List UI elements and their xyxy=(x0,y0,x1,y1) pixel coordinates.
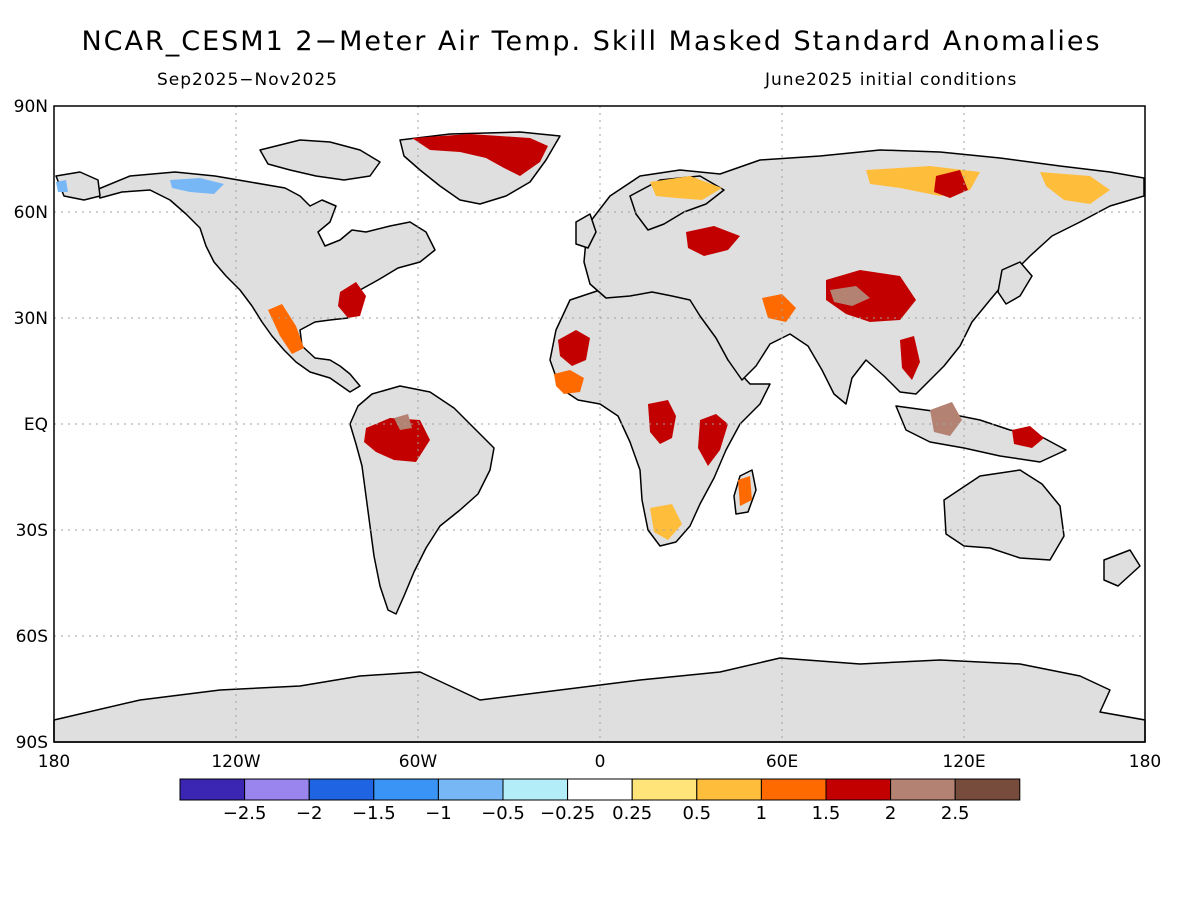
colorbar-swatch xyxy=(890,778,956,801)
anomaly-ne-siberia xyxy=(1040,172,1110,204)
map-frame xyxy=(53,105,1146,743)
anomaly-borneo-brown xyxy=(930,402,962,436)
lon-label: 120E xyxy=(942,752,985,772)
forecast-period: Sep2025−Nov2025 xyxy=(157,70,338,90)
lat-label: 30N xyxy=(14,309,48,329)
map-title: NCAR_CESM1 2−Meter Air Temp. Skill Maske… xyxy=(81,26,1102,57)
colorbar-swatch xyxy=(954,778,1021,801)
british-isles-landmass xyxy=(575,213,597,249)
anomaly-nw-africa xyxy=(558,330,590,366)
colorbar-tick-label: −0.25 xyxy=(540,803,595,824)
anomaly-south-africa xyxy=(650,504,682,540)
anomaly-central-africa xyxy=(648,400,676,444)
north-america-landmass xyxy=(95,171,436,393)
colorbar-tick-label: 1 xyxy=(756,803,767,824)
anomaly-e-europe xyxy=(686,226,740,256)
land-masses xyxy=(53,131,1146,743)
longitude-labels: 180 120W 60W 0 60E 120E 180 xyxy=(38,752,1161,772)
anomaly-w-africa xyxy=(554,370,584,394)
anomaly-middle-east xyxy=(762,294,796,322)
colorbar-swatch xyxy=(373,778,439,801)
colorbar-swatch xyxy=(825,778,892,801)
colorbar-tick-label: 2.5 xyxy=(941,803,970,824)
lat-label: 90S xyxy=(16,733,48,753)
colorbar-tick-label: 0.5 xyxy=(682,803,711,824)
anomaly-alaska-cold xyxy=(170,178,224,194)
colorbar-tick-label: −2.5 xyxy=(223,803,267,824)
anomaly-mexico xyxy=(268,304,304,354)
anomaly-east-africa xyxy=(698,414,728,466)
antarctica-landmass xyxy=(53,657,1146,743)
anomaly-amazon xyxy=(364,418,430,462)
australia-landmass xyxy=(943,469,1065,561)
arctic-islands xyxy=(259,139,381,181)
lon-label: 180 xyxy=(38,752,70,772)
anomaly-se-usa xyxy=(338,282,366,318)
lat-label: 60N xyxy=(14,203,48,223)
colorbar-tick-label: −2 xyxy=(296,803,323,824)
lat-label: 30S xyxy=(16,521,48,541)
lon-label: 60E xyxy=(766,752,798,772)
japan-landmass xyxy=(997,261,1033,305)
colorbar xyxy=(179,778,1021,801)
colorbar-swatch xyxy=(179,778,246,801)
anomaly-patches xyxy=(56,134,1110,540)
anomaly-indochina xyxy=(900,336,920,380)
anomaly-central-asia xyxy=(826,270,916,322)
lon-label: 0 xyxy=(595,752,606,772)
latitude-labels: 90N 60N 30N EQ 30S 60S 90S xyxy=(14,97,48,753)
colorbar-swatch xyxy=(437,778,504,801)
colorbar-swatch xyxy=(760,778,827,801)
lon-label: 120W xyxy=(211,752,260,772)
colorbar-tick-label: 1.5 xyxy=(812,803,841,824)
colorbar-swatch xyxy=(308,778,375,801)
colorbar-swatch xyxy=(502,778,569,801)
anomaly-tibet-brown xyxy=(830,286,870,306)
alaska-landmass xyxy=(55,171,101,201)
anomaly-new-guinea xyxy=(1012,426,1044,448)
lat-label: 60S xyxy=(16,627,48,647)
lat-label: EQ xyxy=(24,415,48,435)
anomaly-madagascar xyxy=(738,476,752,506)
new-zealand-landmass xyxy=(1103,549,1141,587)
colorbar-swatch xyxy=(567,778,633,801)
map-panel xyxy=(53,105,1146,743)
colorbar-swatch xyxy=(244,778,310,801)
graticule xyxy=(54,106,1145,742)
colorbar-tick-label: −1.5 xyxy=(352,803,396,824)
colorbar-tick-label: −0.5 xyxy=(481,803,525,824)
colorbar-tick-label: 0.25 xyxy=(612,803,652,824)
lon-label: 180 xyxy=(1129,752,1161,772)
colorbar-swatch xyxy=(696,778,762,801)
anomaly-amazon-brown xyxy=(394,414,412,430)
colorbar-swatch xyxy=(631,778,698,801)
lon-label: 60W xyxy=(399,752,438,772)
colorbar-tick-label: −1 xyxy=(425,803,452,824)
colorbar-labels: −2.5 −2 −1.5 −1 −0.5 −0.25 0.25 0.5 1 1.5 2 2.5 xyxy=(223,803,970,824)
anomaly-siberia xyxy=(934,170,968,198)
lat-label: 90N xyxy=(14,97,48,117)
anomaly-scandinavia xyxy=(650,176,722,200)
colorbar-tick-label: 2 xyxy=(885,803,896,824)
initial-conditions: June2025 initial conditions xyxy=(765,70,1018,90)
anomaly-west-cold xyxy=(56,180,68,192)
anomaly-greenland xyxy=(412,134,548,176)
